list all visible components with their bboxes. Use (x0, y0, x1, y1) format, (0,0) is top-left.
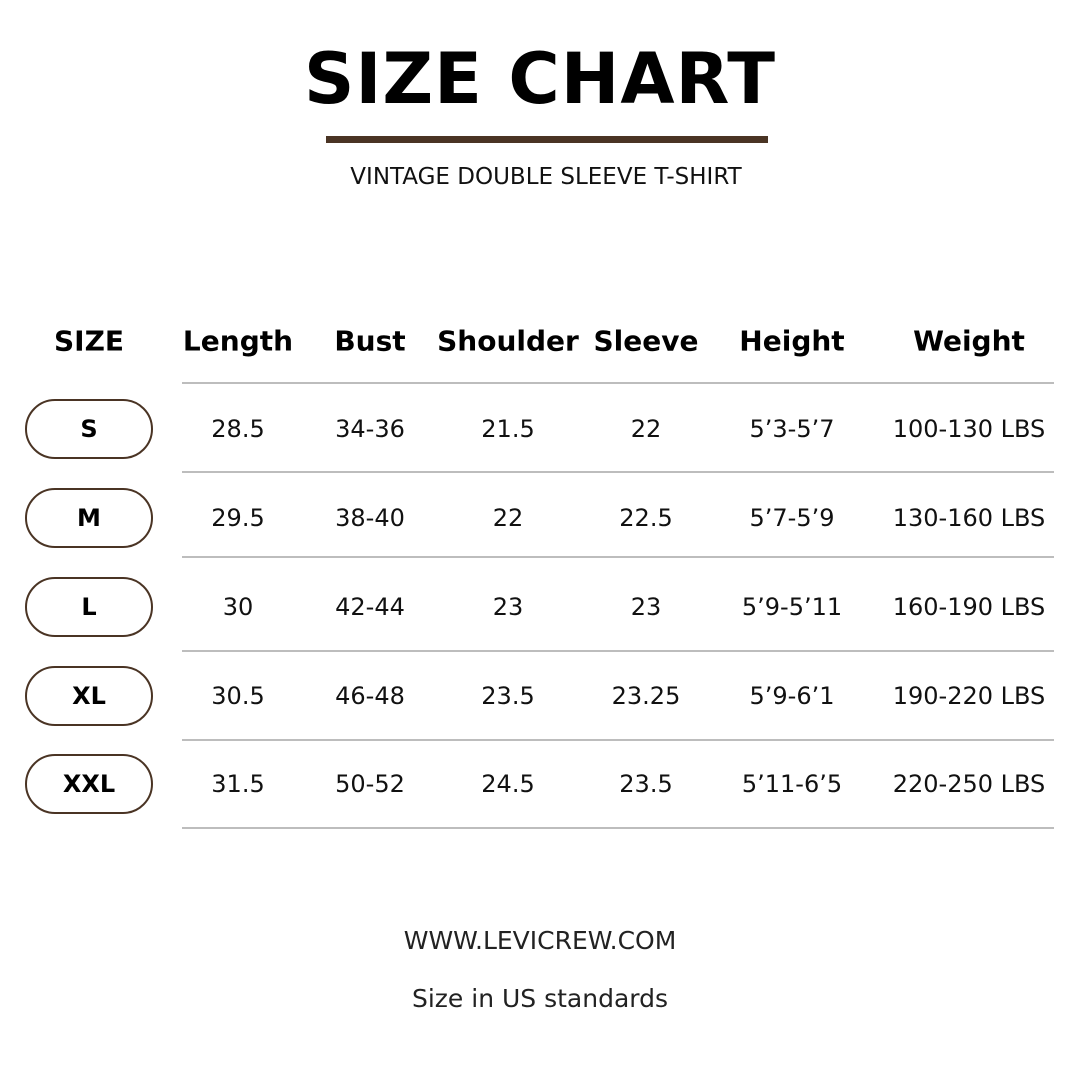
cell-weight: 190-220 LBS (892, 682, 1046, 710)
cell-height: 5’9-6’1 (749, 682, 835, 710)
size-badge: S (25, 399, 153, 459)
row-divider (182, 471, 1054, 473)
page-title: SIZE CHART (303, 38, 777, 120)
cell-weight: 220-250 LBS (892, 770, 1046, 798)
cell-weight: 130-160 LBS (892, 504, 1046, 532)
row-divider (182, 827, 1054, 829)
cell-sleeve: 23 (630, 593, 662, 621)
product-subtitle: VINTAGE DOUBLE SLEEVE T-SHIRT (350, 164, 742, 190)
cell-shoulder: 23.5 (481, 682, 535, 710)
column-header-weight: Weight (913, 324, 1025, 358)
cell-shoulder: 23 (492, 593, 524, 621)
cell-sleeve: 23.25 (611, 682, 681, 710)
cell-bust: 38-40 (335, 504, 405, 532)
row-divider (182, 382, 1054, 384)
cell-sleeve: 23.5 (619, 770, 673, 798)
cell-length: 30 (222, 593, 254, 621)
row-divider (182, 556, 1054, 558)
row-divider (182, 739, 1054, 741)
cell-height: 5’7-5’9 (749, 504, 835, 532)
size-badge: XL (25, 666, 153, 726)
cell-bust: 42-44 (335, 593, 405, 621)
cell-shoulder: 22 (492, 504, 524, 532)
column-header-bust: Bust (334, 324, 406, 358)
column-header-sleeve: Sleeve (593, 324, 699, 358)
size-note: Size in US standards (411, 984, 669, 1013)
row-divider (182, 650, 1054, 652)
column-header-length: Length (182, 324, 294, 358)
cell-bust: 34-36 (335, 415, 405, 443)
cell-weight: 160-190 LBS (892, 593, 1046, 621)
website-text: WWW.LEVICREW.COM (403, 926, 677, 955)
column-header-height: Height (739, 324, 845, 358)
column-header-size: SIZE (53, 324, 125, 358)
cell-length: 29.5 (211, 504, 265, 532)
cell-shoulder: 21.5 (481, 415, 535, 443)
cell-weight: 100-130 LBS (892, 415, 1046, 443)
size-badge: XXL (25, 754, 153, 814)
cell-height: 5’11-6’5 (741, 770, 843, 798)
cell-height: 5’9-5’11 (741, 593, 843, 621)
cell-height: 5’3-5’7 (749, 415, 835, 443)
cell-bust: 46-48 (335, 682, 405, 710)
size-badge: L (25, 577, 153, 637)
title-divider (326, 136, 768, 143)
column-header-shoulder: Shoulder (437, 324, 579, 358)
cell-sleeve: 22.5 (619, 504, 673, 532)
cell-bust: 50-52 (335, 770, 405, 798)
cell-length: 28.5 (211, 415, 265, 443)
cell-length: 30.5 (211, 682, 265, 710)
size-badge: M (25, 488, 153, 548)
cell-length: 31.5 (211, 770, 265, 798)
cell-sleeve: 22 (630, 415, 662, 443)
cell-shoulder: 24.5 (481, 770, 535, 798)
